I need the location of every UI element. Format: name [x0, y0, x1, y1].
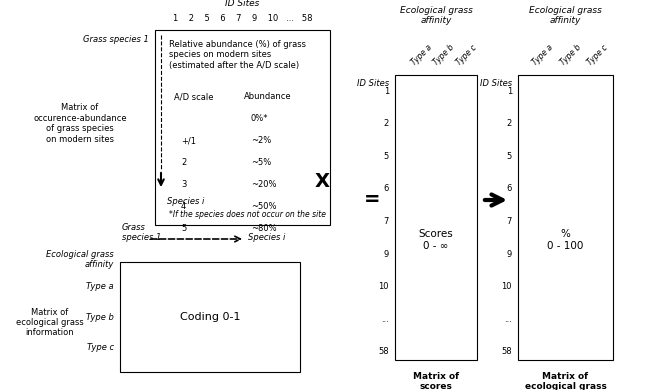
- Text: 5: 5: [507, 152, 512, 161]
- Bar: [395, 75, 477, 360]
- Text: =: =: [363, 190, 380, 209]
- Text: Type a: Type a: [86, 282, 114, 291]
- Text: ~5%: ~5%: [251, 158, 271, 167]
- Text: X: X: [315, 172, 330, 191]
- Text: Ecological grass
affinity: Ecological grass affinity: [46, 250, 114, 269]
- Text: ID Sites: ID Sites: [480, 79, 512, 88]
- Text: 10: 10: [502, 282, 512, 291]
- Text: Type c: Type c: [454, 43, 478, 67]
- Text: 2: 2: [384, 119, 389, 128]
- Text: 9: 9: [507, 250, 512, 259]
- Text: 1: 1: [384, 87, 389, 96]
- Text: 10: 10: [378, 282, 389, 291]
- Text: ~20%: ~20%: [251, 180, 276, 189]
- Text: Grass
species 1: Grass species 1: [122, 223, 162, 242]
- Text: 6: 6: [507, 184, 512, 193]
- Text: Species i: Species i: [167, 197, 204, 206]
- Text: 1: 1: [507, 87, 512, 96]
- Text: Species i: Species i: [248, 233, 286, 242]
- Text: Matrix of
occurence-abundance
of grass species
on modern sites: Matrix of occurence-abundance of grass s…: [33, 103, 127, 144]
- Text: Type b: Type b: [86, 312, 114, 321]
- Text: Type b: Type b: [432, 43, 456, 67]
- Text: Type c: Type c: [87, 343, 114, 352]
- Text: A/D scale: A/D scale: [174, 92, 214, 101]
- Text: 3: 3: [181, 180, 186, 189]
- Text: ID Sites: ID Sites: [225, 0, 260, 8]
- Text: Coding 0-1: Coding 0-1: [180, 312, 240, 322]
- Text: 58: 58: [378, 347, 389, 356]
- Text: Matrix of
ecological grass
information: Matrix of ecological grass information: [16, 308, 84, 337]
- Bar: [518, 75, 613, 360]
- Text: 0%*: 0%*: [251, 114, 269, 123]
- Text: ~50%: ~50%: [251, 202, 276, 211]
- Bar: [120, 262, 300, 372]
- Text: Matrix of
ecological grass
composition: Matrix of ecological grass composition: [524, 372, 606, 390]
- Text: 7: 7: [507, 217, 512, 226]
- Text: 2: 2: [181, 158, 186, 167]
- Text: 9: 9: [384, 250, 389, 259]
- Text: 7: 7: [384, 217, 389, 226]
- Text: 1    2    5    6    7    9    10   ...   58: 1 2 5 6 7 9 10 ... 58: [173, 14, 312, 23]
- Text: Abundance: Abundance: [244, 92, 291, 101]
- Text: Type c: Type c: [586, 43, 609, 67]
- Bar: [155, 30, 330, 225]
- Text: ...: ...: [504, 315, 512, 324]
- Text: Relative abundance (%) of grass
species on modern sites
(estimated after the A/D: Relative abundance (%) of grass species …: [169, 40, 306, 70]
- Text: Type a: Type a: [409, 43, 434, 67]
- Text: ~2%: ~2%: [251, 136, 271, 145]
- Text: 58: 58: [502, 347, 512, 356]
- Text: Scores
0 - ∞: Scores 0 - ∞: [419, 229, 454, 251]
- Text: Ecological grass
affinity: Ecological grass affinity: [529, 5, 602, 25]
- Text: 2: 2: [507, 119, 512, 128]
- Text: 4: 4: [181, 202, 186, 211]
- Text: %
0 - 100: % 0 - 100: [547, 229, 583, 251]
- Text: *If the species does not occur on the site: *If the species does not occur on the si…: [169, 210, 326, 219]
- Text: Type b: Type b: [559, 43, 583, 67]
- Text: ~80%: ~80%: [251, 224, 276, 233]
- Text: +/1: +/1: [181, 136, 196, 145]
- Text: Grass species 1: Grass species 1: [83, 35, 149, 44]
- Text: ID Sites: ID Sites: [357, 79, 389, 88]
- Text: 5: 5: [181, 224, 186, 233]
- Text: Matrix of
scores: Matrix of scores: [413, 372, 459, 390]
- Text: Ecological grass
affinity: Ecological grass affinity: [400, 5, 472, 25]
- Text: ...: ...: [381, 315, 389, 324]
- Text: 6: 6: [384, 184, 389, 193]
- Text: 5: 5: [384, 152, 389, 161]
- Text: Type a: Type a: [531, 43, 555, 67]
